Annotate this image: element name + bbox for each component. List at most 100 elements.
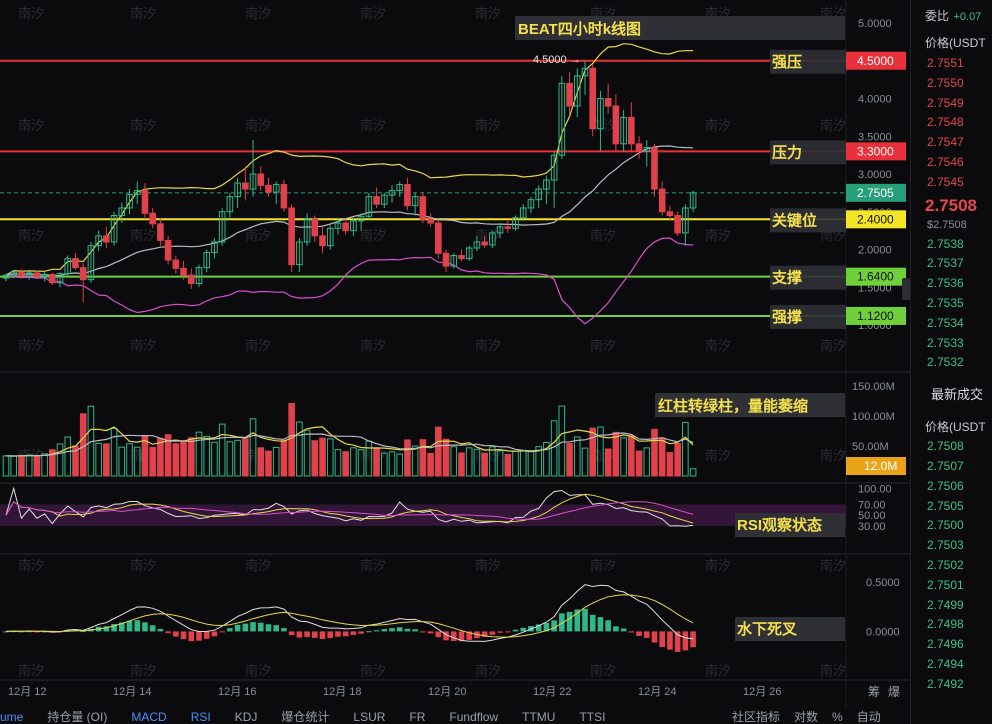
ask-price-row[interactable]: 2.7546 <box>927 154 964 169</box>
macd-histogram-bar <box>396 627 403 632</box>
trade-price-row[interactable]: 2.7498 <box>927 617 964 632</box>
trade-price-row[interactable]: 2.7499 <box>927 597 964 612</box>
watermark-text: 南汐 <box>18 228 44 243</box>
macd-histogram-bar <box>103 626 110 632</box>
volume-bar <box>257 447 265 477</box>
candle-body <box>496 226 504 234</box>
bid-price-row[interactable]: 2.7532 <box>927 355 964 370</box>
macd-histogram-bar <box>342 631 349 637</box>
volume-bar <box>2 455 10 477</box>
candle-body <box>411 196 419 207</box>
bid-price-row[interactable]: 2.7537 <box>927 256 964 271</box>
macd-histogram-bar <box>659 631 665 648</box>
volume-bar <box>342 451 349 477</box>
ask-price-row[interactable]: 2.7548 <box>927 115 964 130</box>
volume-bar <box>512 450 519 477</box>
indicator-tab[interactable]: TTMU <box>522 710 556 724</box>
order-ratio-row: 委比 +0.07 <box>911 0 992 32</box>
candle-body <box>226 196 234 213</box>
candle-body <box>620 116 627 145</box>
watermark-text: 南汐 <box>245 338 271 353</box>
volume-bar <box>442 438 450 477</box>
bid-price-row[interactable]: 2.7533 <box>927 335 964 350</box>
candle-body <box>396 184 404 192</box>
bid-price-row[interactable]: 2.7534 <box>927 315 964 330</box>
panel-collapse-handle[interactable] <box>902 278 910 300</box>
volume-bar <box>496 450 504 477</box>
indicator-tab[interactable]: TTSI <box>579 710 606 724</box>
macd-histogram-bar <box>165 631 171 634</box>
watermark-text: 南汐 <box>820 558 846 573</box>
level-price-tag-text: 1.6400 <box>857 270 894 284</box>
indicator-tab[interactable]: LSUR <box>353 710 386 724</box>
toolbar-option[interactable]: 对数 <box>794 710 819 724</box>
macd-histogram-bar <box>412 629 418 632</box>
ask-price-row[interactable]: 2.7551 <box>927 56 964 70</box>
volume-bar <box>635 450 643 477</box>
trade-price-row[interactable]: 2.7494 <box>927 656 964 671</box>
watermark-text: 南汐 <box>18 663 44 678</box>
indicator-tab[interactable]: 持仓量 (OI) <box>47 710 108 724</box>
volume-bar <box>628 435 635 477</box>
ask-price-row[interactable]: 2.7550 <box>927 75 964 90</box>
ask-price-row[interactable]: 2.7545 <box>927 174 964 189</box>
ask-price-row[interactable]: 2.7547 <box>927 135 964 150</box>
bid-price-row[interactable]: 2.7535 <box>927 295 964 310</box>
macd-histogram-bar <box>41 631 48 633</box>
volume-bar <box>133 446 141 477</box>
trade-price-row[interactable]: 2.7502 <box>927 557 964 572</box>
indicator-tab[interactable]: FR <box>409 710 426 724</box>
volume-bar <box>280 440 288 477</box>
volume-bar <box>519 450 527 477</box>
indicator-tab[interactable]: MACD <box>131 710 167 724</box>
candle-body <box>133 190 141 195</box>
bid-price-row[interactable]: 2.7538 <box>927 236 964 251</box>
watermark-text: 南汐 <box>130 663 156 678</box>
candle-body <box>103 235 110 243</box>
macd-histogram-bar <box>134 620 141 632</box>
candle-body <box>458 255 465 260</box>
indicator-tab[interactable]: ume <box>0 710 24 724</box>
watermark-text: 南汐 <box>820 338 846 353</box>
trade-price-row[interactable]: 2.7501 <box>927 577 964 592</box>
indicator-tab[interactable]: Fundflow <box>449 710 499 724</box>
toolbar-option[interactable]: % <box>832 710 843 724</box>
watermark-text: 南汐 <box>590 228 616 243</box>
candle-body <box>195 267 203 284</box>
candle-body <box>489 232 496 246</box>
toolbar-option[interactable]: 自动 <box>856 710 881 724</box>
macd-histogram-bar <box>605 620 611 632</box>
indicator-tab[interactable]: KDJ <box>234 710 258 724</box>
toolbar-option[interactable]: 社区指标 <box>732 710 781 724</box>
candle-body <box>543 179 550 190</box>
macd-axis-tick: 0.0000 <box>866 626 900 638</box>
trade-price-row[interactable]: 2.7503 <box>927 538 964 553</box>
volume-bar <box>56 443 64 477</box>
trade-price-row[interactable]: 2.7507 <box>927 458 964 473</box>
volume-current-tag <box>846 457 906 475</box>
trade-price-row[interactable]: 2.7505 <box>927 498 964 513</box>
trade-price-row[interactable]: 2.7492 <box>927 676 964 691</box>
volume-ma-slow <box>5 432 694 457</box>
trade-price-row[interactable]: 2.7500 <box>927 518 964 533</box>
candle-body <box>589 67 597 130</box>
macd-dif-line <box>5 584 694 642</box>
watermark-text: 南汐 <box>18 558 44 573</box>
recent-trades-tab[interactable]: 最新成交 <box>931 387 984 403</box>
candle-body <box>141 190 149 214</box>
volume-bar <box>658 437 666 477</box>
volume-bar <box>435 426 442 477</box>
trade-price-row[interactable]: 2.7506 <box>927 478 964 493</box>
chart-area[interactable]: 南汐 南汐 南汐 南汐 南汐 南汐 南汐 南汐 南汐 南汐 南汐 南汐 南汐 南汐 南汐 南汐 南汐 南汐 南汐 南汐… <box>0 0 910 724</box>
volume-bar <box>249 418 257 477</box>
ask-price-row[interactable]: 2.7549 <box>927 95 964 110</box>
indicator-tab[interactable]: RSI <box>190 710 211 724</box>
bid-price-row[interactable]: 2.7536 <box>927 276 964 291</box>
trade-price-row[interactable]: 2.7496 <box>927 637 964 652</box>
indicator-tab[interactable]: 爆仓统计 <box>281 710 330 724</box>
macd-histogram-bar <box>281 628 287 632</box>
level-label: 强压 <box>772 54 802 71</box>
trade-price-row[interactable]: 2.7508 <box>927 439 964 454</box>
volume-bar <box>234 439 241 477</box>
